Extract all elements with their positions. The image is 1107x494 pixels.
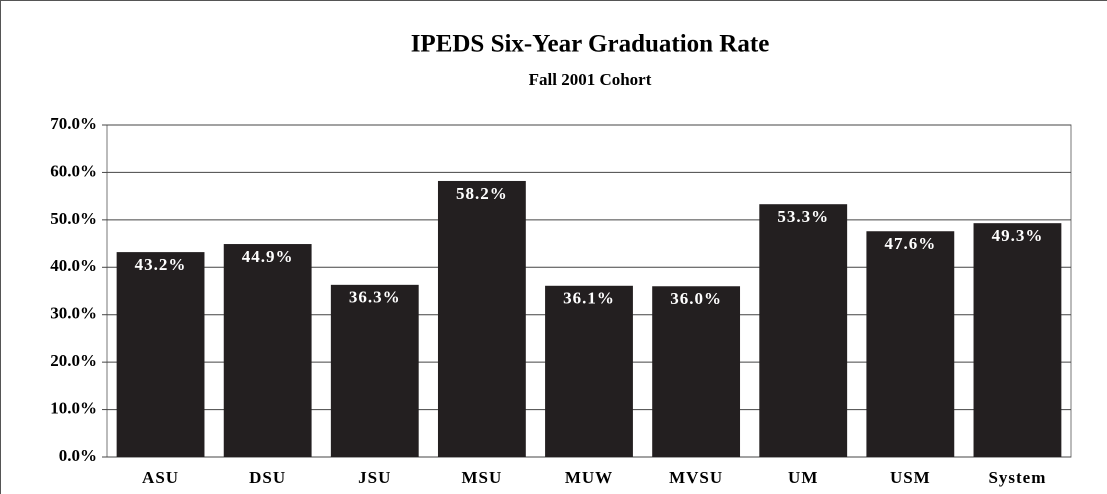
y-tick-label: 0.0%: [59, 446, 97, 465]
y-tick-label: 60.0%: [50, 161, 97, 180]
bar: [545, 285, 633, 457]
bar: [652, 286, 741, 457]
bar: [866, 231, 955, 457]
x-tick-label: MVSU: [669, 468, 723, 487]
value-label: 44.9%: [242, 247, 294, 266]
chart-title: IPEDS Six-Year Graduation Rate: [411, 31, 770, 58]
value-label: 36.3%: [349, 288, 401, 307]
x-tick-label: JSU: [358, 468, 391, 487]
bar: [223, 244, 312, 457]
value-label: 47.6%: [884, 234, 936, 253]
x-tick-label: System: [988, 468, 1046, 487]
x-tick-label: DSU: [249, 468, 286, 487]
x-tick-label: UM: [788, 468, 818, 487]
value-label: 53.3%: [777, 207, 829, 226]
y-tick-label: 40.0%: [50, 256, 97, 275]
value-label: 36.0%: [670, 289, 722, 308]
bar: [759, 204, 848, 457]
y-tick-label: 70.0%: [50, 114, 97, 133]
y-tick-label: 30.0%: [50, 304, 97, 323]
bar: [437, 180, 526, 458]
chart-subtitle: Fall 2001 Cohort: [529, 70, 652, 89]
value-label: 43.2%: [135, 255, 187, 274]
bar: [973, 223, 1062, 457]
value-label: 36.1%: [563, 289, 615, 308]
y-tick-label: 20.0%: [50, 351, 97, 370]
bar: [116, 252, 205, 457]
value-label: 49.3%: [992, 226, 1044, 245]
y-tick-label: 50.0%: [50, 209, 97, 228]
value-label: 58.2%: [456, 184, 508, 203]
x-tick-label: MUW: [565, 468, 613, 487]
x-tick-label: ASU: [142, 468, 179, 487]
x-tick-label: USM: [890, 468, 931, 487]
x-tick-label: MSU: [461, 468, 502, 487]
bar: [330, 284, 419, 457]
y-tick-label: 10.0%: [50, 398, 97, 417]
